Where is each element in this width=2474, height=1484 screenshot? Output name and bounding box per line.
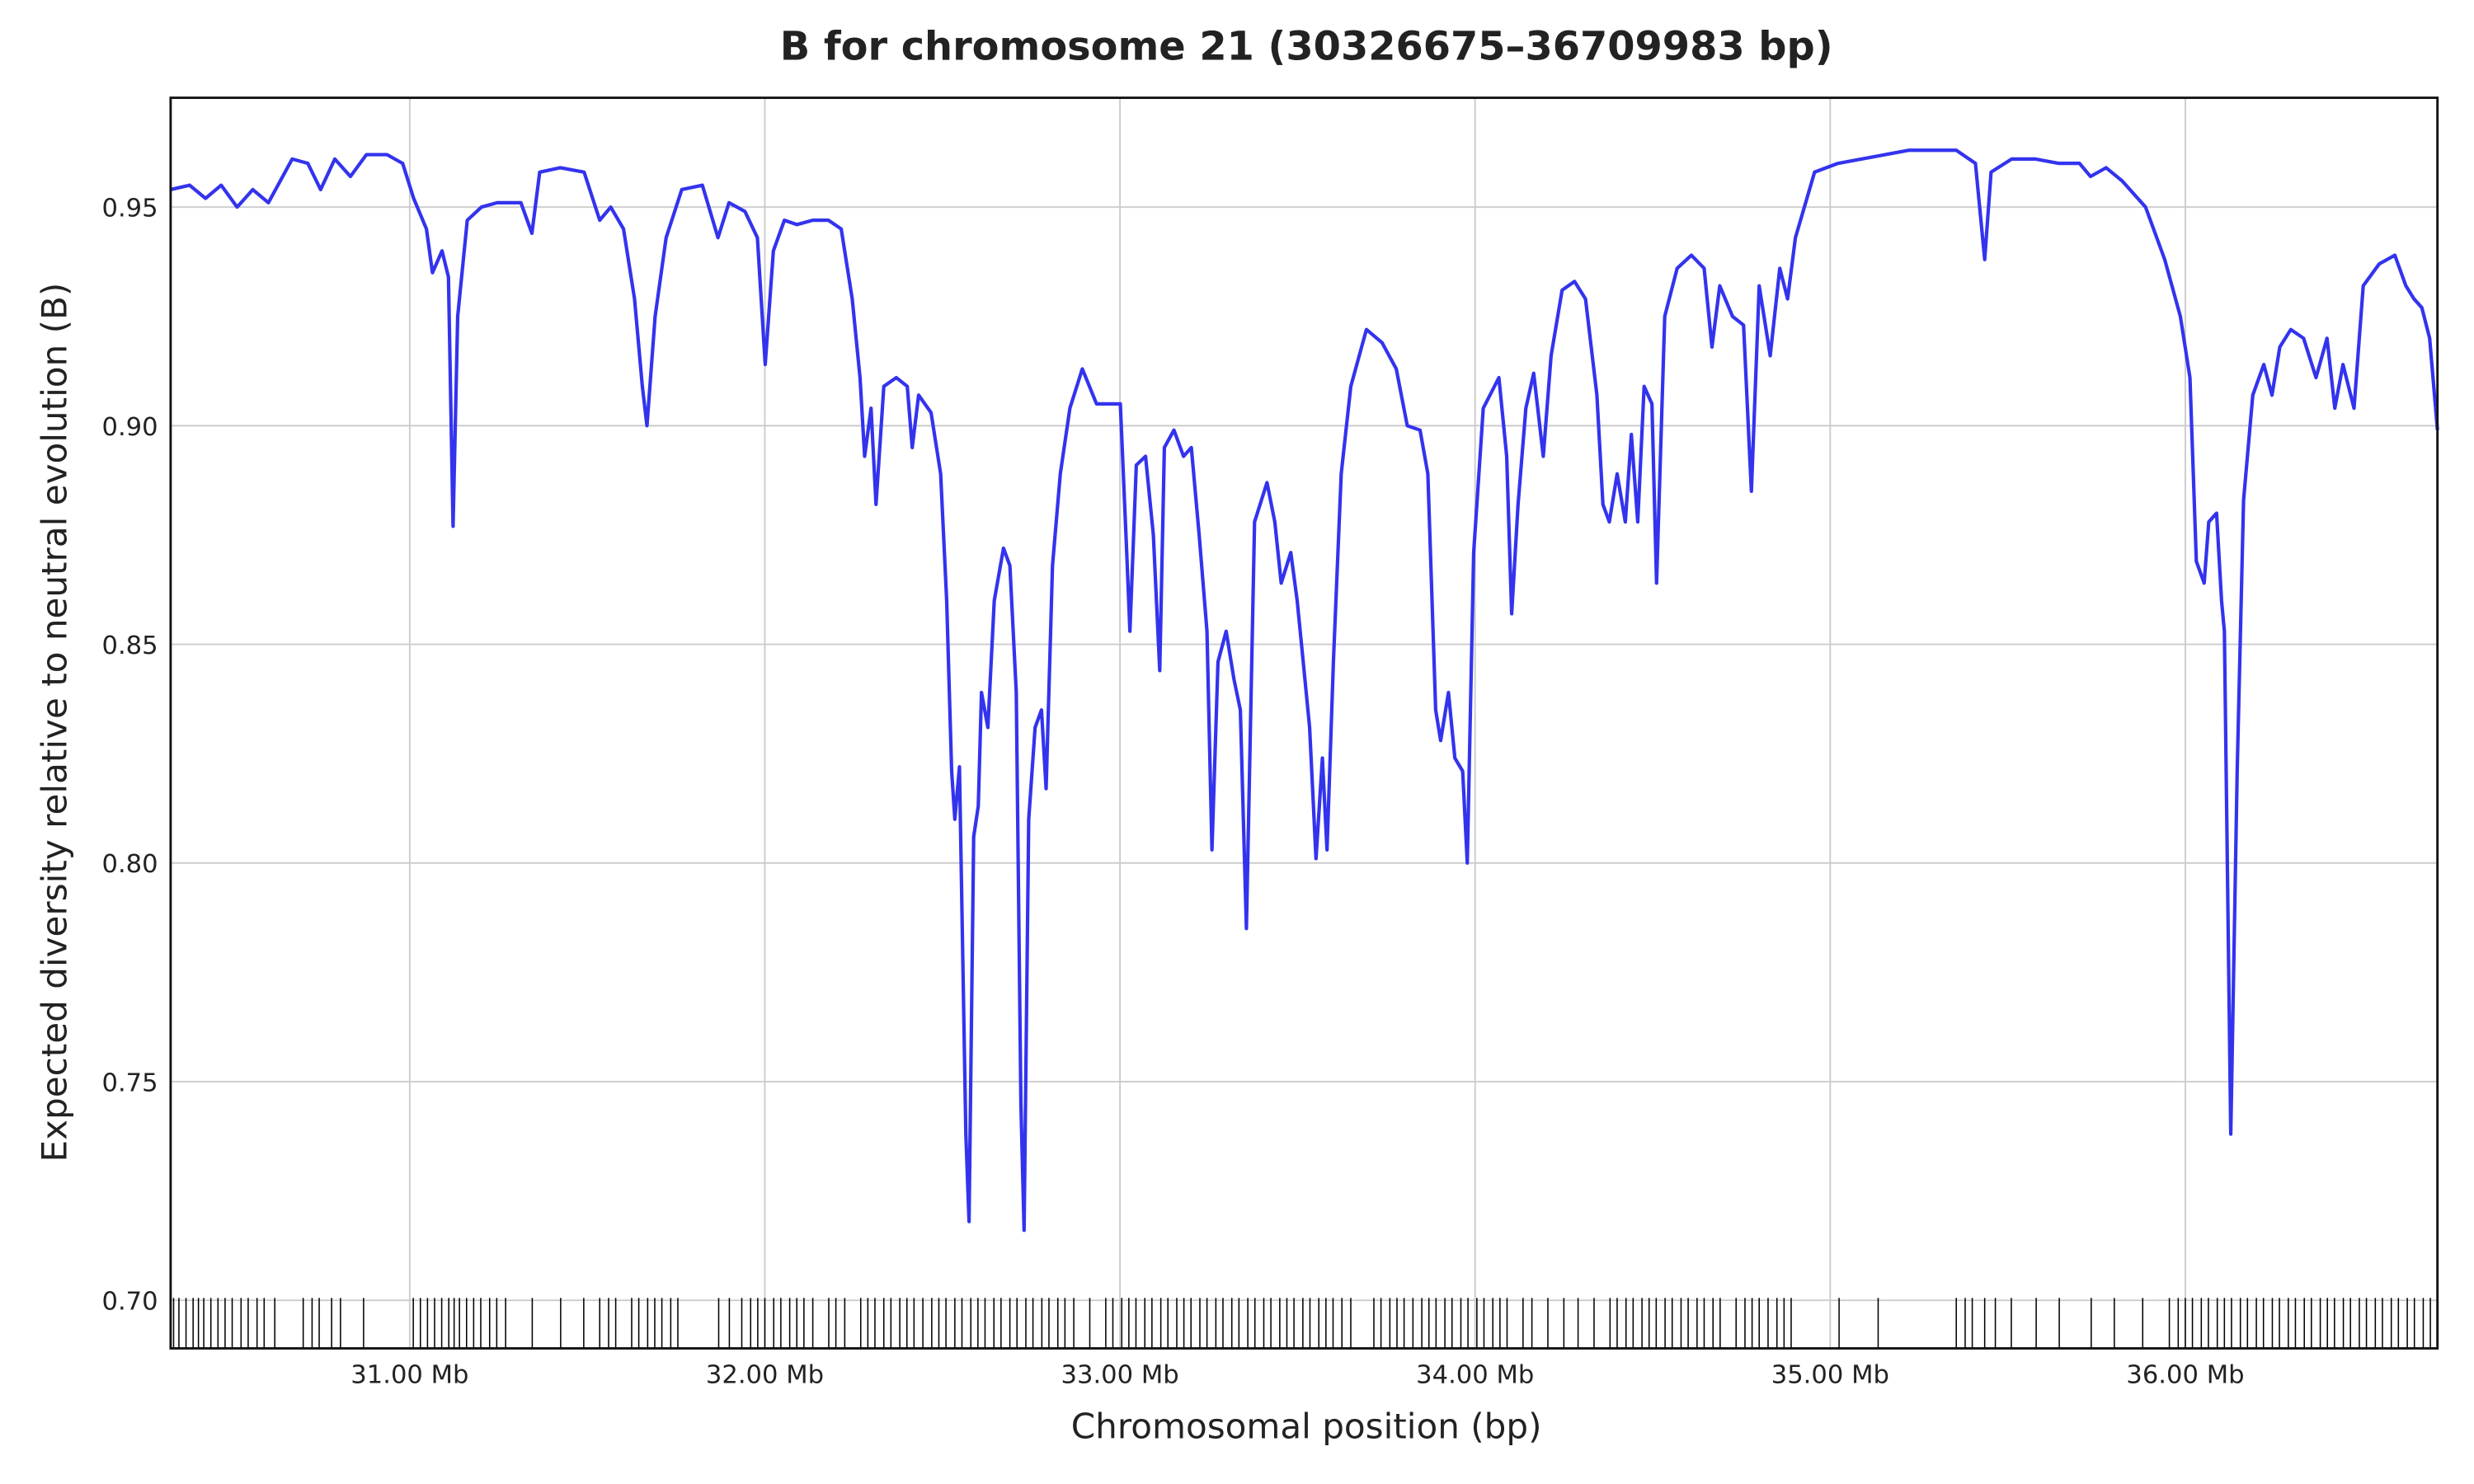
y-tick-label: 0.90: [101, 413, 158, 442]
x-tick-label: 34.00 Mb: [1416, 1361, 1534, 1390]
y-tick-label: 0.70: [101, 1288, 158, 1317]
grid: [170, 97, 2438, 1349]
b-line: [170, 148, 2439, 1233]
x-tick-label: 32.00 Mb: [706, 1361, 824, 1390]
x-tick-label: 36.00 Mb: [2126, 1361, 2244, 1390]
lines: [170, 148, 2439, 1233]
y-tick-label: 0.85: [101, 632, 158, 660]
y-tick-label: 0.95: [101, 195, 158, 223]
y-tick-label: 0.80: [101, 850, 158, 879]
y-axis-label: Expected diversity relative to neutral e…: [35, 283, 75, 1162]
y-tick-label: 0.75: [101, 1068, 158, 1097]
x-tick-label: 31.00 Mb: [350, 1361, 468, 1390]
plot-frame: [169, 96, 2439, 1350]
rug: [172, 1298, 2431, 1349]
x-axis-label: Chromosomal position (bp): [1071, 1407, 1542, 1447]
x-tick-label: 33.00 Mb: [1061, 1361, 1179, 1390]
tick-labels: 31.00 Mb 32.00 Mb 33.00 Mb 34.00 Mb 35.00 Mb…: [101, 195, 2244, 1390]
x-tick-label: 35.00 Mb: [1771, 1361, 1889, 1390]
chart-title: B for chromosome 21 (30326675–36709983 b…: [780, 25, 1833, 70]
